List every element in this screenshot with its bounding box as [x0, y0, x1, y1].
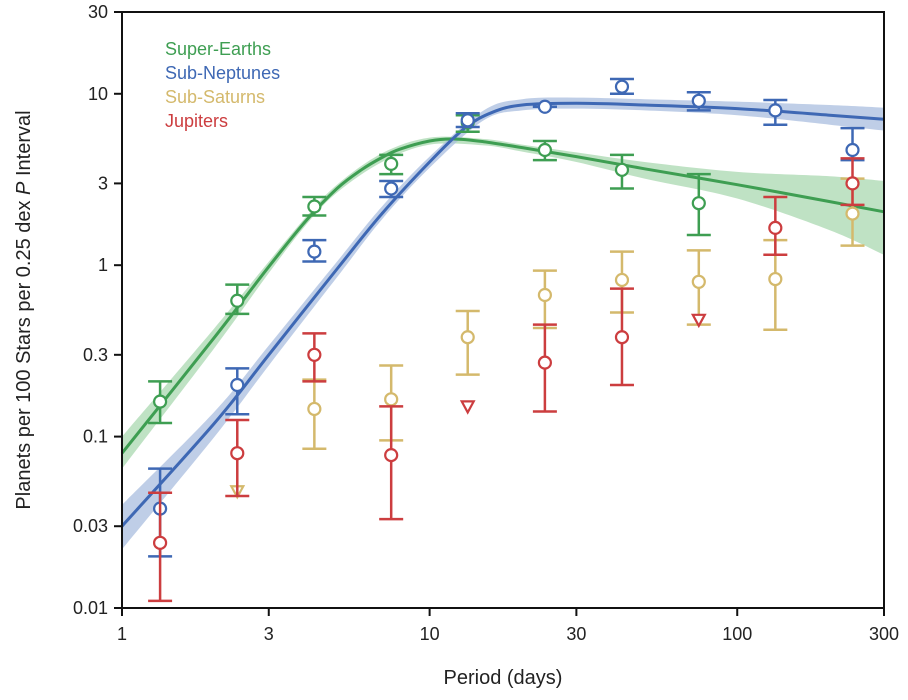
- x-tick-label: 300: [869, 624, 899, 644]
- y-tick-label: 3: [98, 173, 108, 193]
- jupiters-point: [148, 491, 173, 603]
- sub-saturns-marker: [768, 271, 783, 287]
- super-earths-marker: [384, 156, 399, 171]
- data-points: [148, 77, 865, 603]
- jupiters-marker: [845, 176, 860, 191]
- x-tick-label: 1: [117, 624, 127, 644]
- jupiters-point: [840, 157, 865, 207]
- jupiters-point: [459, 400, 476, 415]
- y-tick-label: 1: [98, 255, 108, 275]
- sub-neptunes-point: [532, 99, 557, 114]
- jupiters-marker: [384, 447, 399, 463]
- super-earths-point: [379, 153, 404, 176]
- legend-item: Sub-Saturns: [165, 87, 265, 107]
- x-axis-ticks: 1 3 10 30 100 300: [117, 608, 899, 644]
- x-tick-label: 3: [264, 624, 274, 644]
- sub-saturns-point: [455, 309, 480, 376]
- sub-neptunes-point: [763, 98, 788, 126]
- sub-neptunes-point: [455, 111, 480, 129]
- super-earths-marker: [614, 162, 630, 177]
- super-earths-point: [686, 172, 711, 237]
- sub-neptunes-point: [686, 91, 711, 112]
- super-earths-marker: [691, 196, 706, 211]
- super-earths-point: [532, 139, 557, 162]
- y-tick-label: 0.01: [73, 598, 108, 618]
- sub-saturns-marker: [460, 330, 475, 345]
- super-earths-fit-line: [120, 137, 885, 455]
- jupiters-marker: [614, 330, 630, 345]
- y-tick-label: 10: [88, 84, 108, 104]
- y-axis-label-suffix: Interval: [13, 110, 35, 181]
- sub-neptunes-marker: [460, 113, 475, 128]
- super-earths-marker: [307, 199, 322, 214]
- sub-neptunes-point: [609, 77, 634, 96]
- jupiters-marker: [152, 535, 168, 550]
- super-earths-point: [225, 283, 250, 316]
- sub-neptunes-marker: [614, 79, 630, 94]
- x-tick-label: 30: [566, 624, 586, 644]
- sub-saturns-marker: [307, 401, 322, 417]
- jupiters-upper-limit-marker: [690, 313, 707, 329]
- super-earths-marker: [230, 293, 245, 308]
- legend-item: Jupiters: [165, 111, 228, 131]
- jupiters-marker: [537, 355, 552, 370]
- super-earths-point: [148, 380, 173, 425]
- sub-neptunes-marker: [537, 99, 552, 114]
- plot-frame: [121, 11, 885, 609]
- jupiters-marker: [307, 347, 322, 362]
- sub-saturns-point: [763, 238, 788, 332]
- jupiters-point: [379, 405, 404, 521]
- sub-neptunes-marker: [768, 103, 783, 118]
- jupiters-point: [532, 323, 557, 413]
- super-earths-marker: [152, 394, 168, 409]
- sub-neptunes-marker: [230, 377, 245, 393]
- legend-item: Sub-Neptunes: [165, 63, 280, 83]
- x-axis-label: Period (days): [444, 667, 563, 689]
- x-tick-label: 10: [420, 624, 440, 644]
- super-earths-marker: [537, 142, 552, 158]
- sub-saturns-point: [686, 249, 711, 326]
- super-earths-point: [302, 195, 327, 217]
- sub-saturns-marker: [845, 206, 860, 221]
- y-tick-label: 0.03: [73, 516, 108, 536]
- sub-neptunes-marker: [384, 181, 399, 196]
- jupiters-upper-limit-marker: [459, 400, 476, 415]
- sub-neptunes-point: [840, 126, 865, 162]
- sub-saturns-marker: [691, 274, 706, 289]
- super-earths-point: [609, 153, 634, 190]
- y-tick-label: 0.1: [83, 427, 108, 447]
- y-axis-label: Planets per 100 Stars per 0.25 dex P Int…: [13, 110, 35, 509]
- sub-neptunes-marker: [691, 93, 706, 108]
- jupiters-point: [763, 195, 788, 257]
- sub-saturns-marker: [384, 392, 399, 407]
- jupiters-point: [302, 332, 327, 383]
- jupiters-marker: [768, 220, 783, 236]
- jupiters-point: [690, 313, 707, 329]
- y-axis-label-italic: P: [13, 181, 35, 195]
- sub-saturns-point: [532, 269, 557, 330]
- sub-saturns-marker: [537, 287, 552, 303]
- y-axis-ticks: 0.01 0.03 0.1 0.3 1 3 10 30: [73, 2, 122, 618]
- y-tick-label: 30: [88, 2, 108, 22]
- sub-saturns-point: [302, 378, 327, 450]
- sub-neptunes-point: [379, 179, 404, 199]
- jupiters-marker: [230, 446, 245, 461]
- sub-neptunes-marker: [307, 244, 322, 259]
- sub-neptunes-marker: [845, 142, 860, 158]
- y-axis-label-prefix: Planets per 100 Stars per 0.25 dex: [13, 195, 35, 510]
- jupiters-point: [225, 418, 250, 498]
- x-tick-label: 100: [722, 624, 752, 644]
- legend-item: Super-Earths: [165, 39, 271, 59]
- sub-neptunes-point: [302, 238, 327, 263]
- sub-saturns-marker: [614, 272, 630, 288]
- y-tick-label: 0.3: [83, 345, 108, 365]
- jupiters-point: [609, 287, 634, 387]
- sub-neptunes-point: [225, 367, 250, 416]
- legend: Super-Earths Sub-Neptunes Sub-Saturns Jupit…: [165, 39, 280, 131]
